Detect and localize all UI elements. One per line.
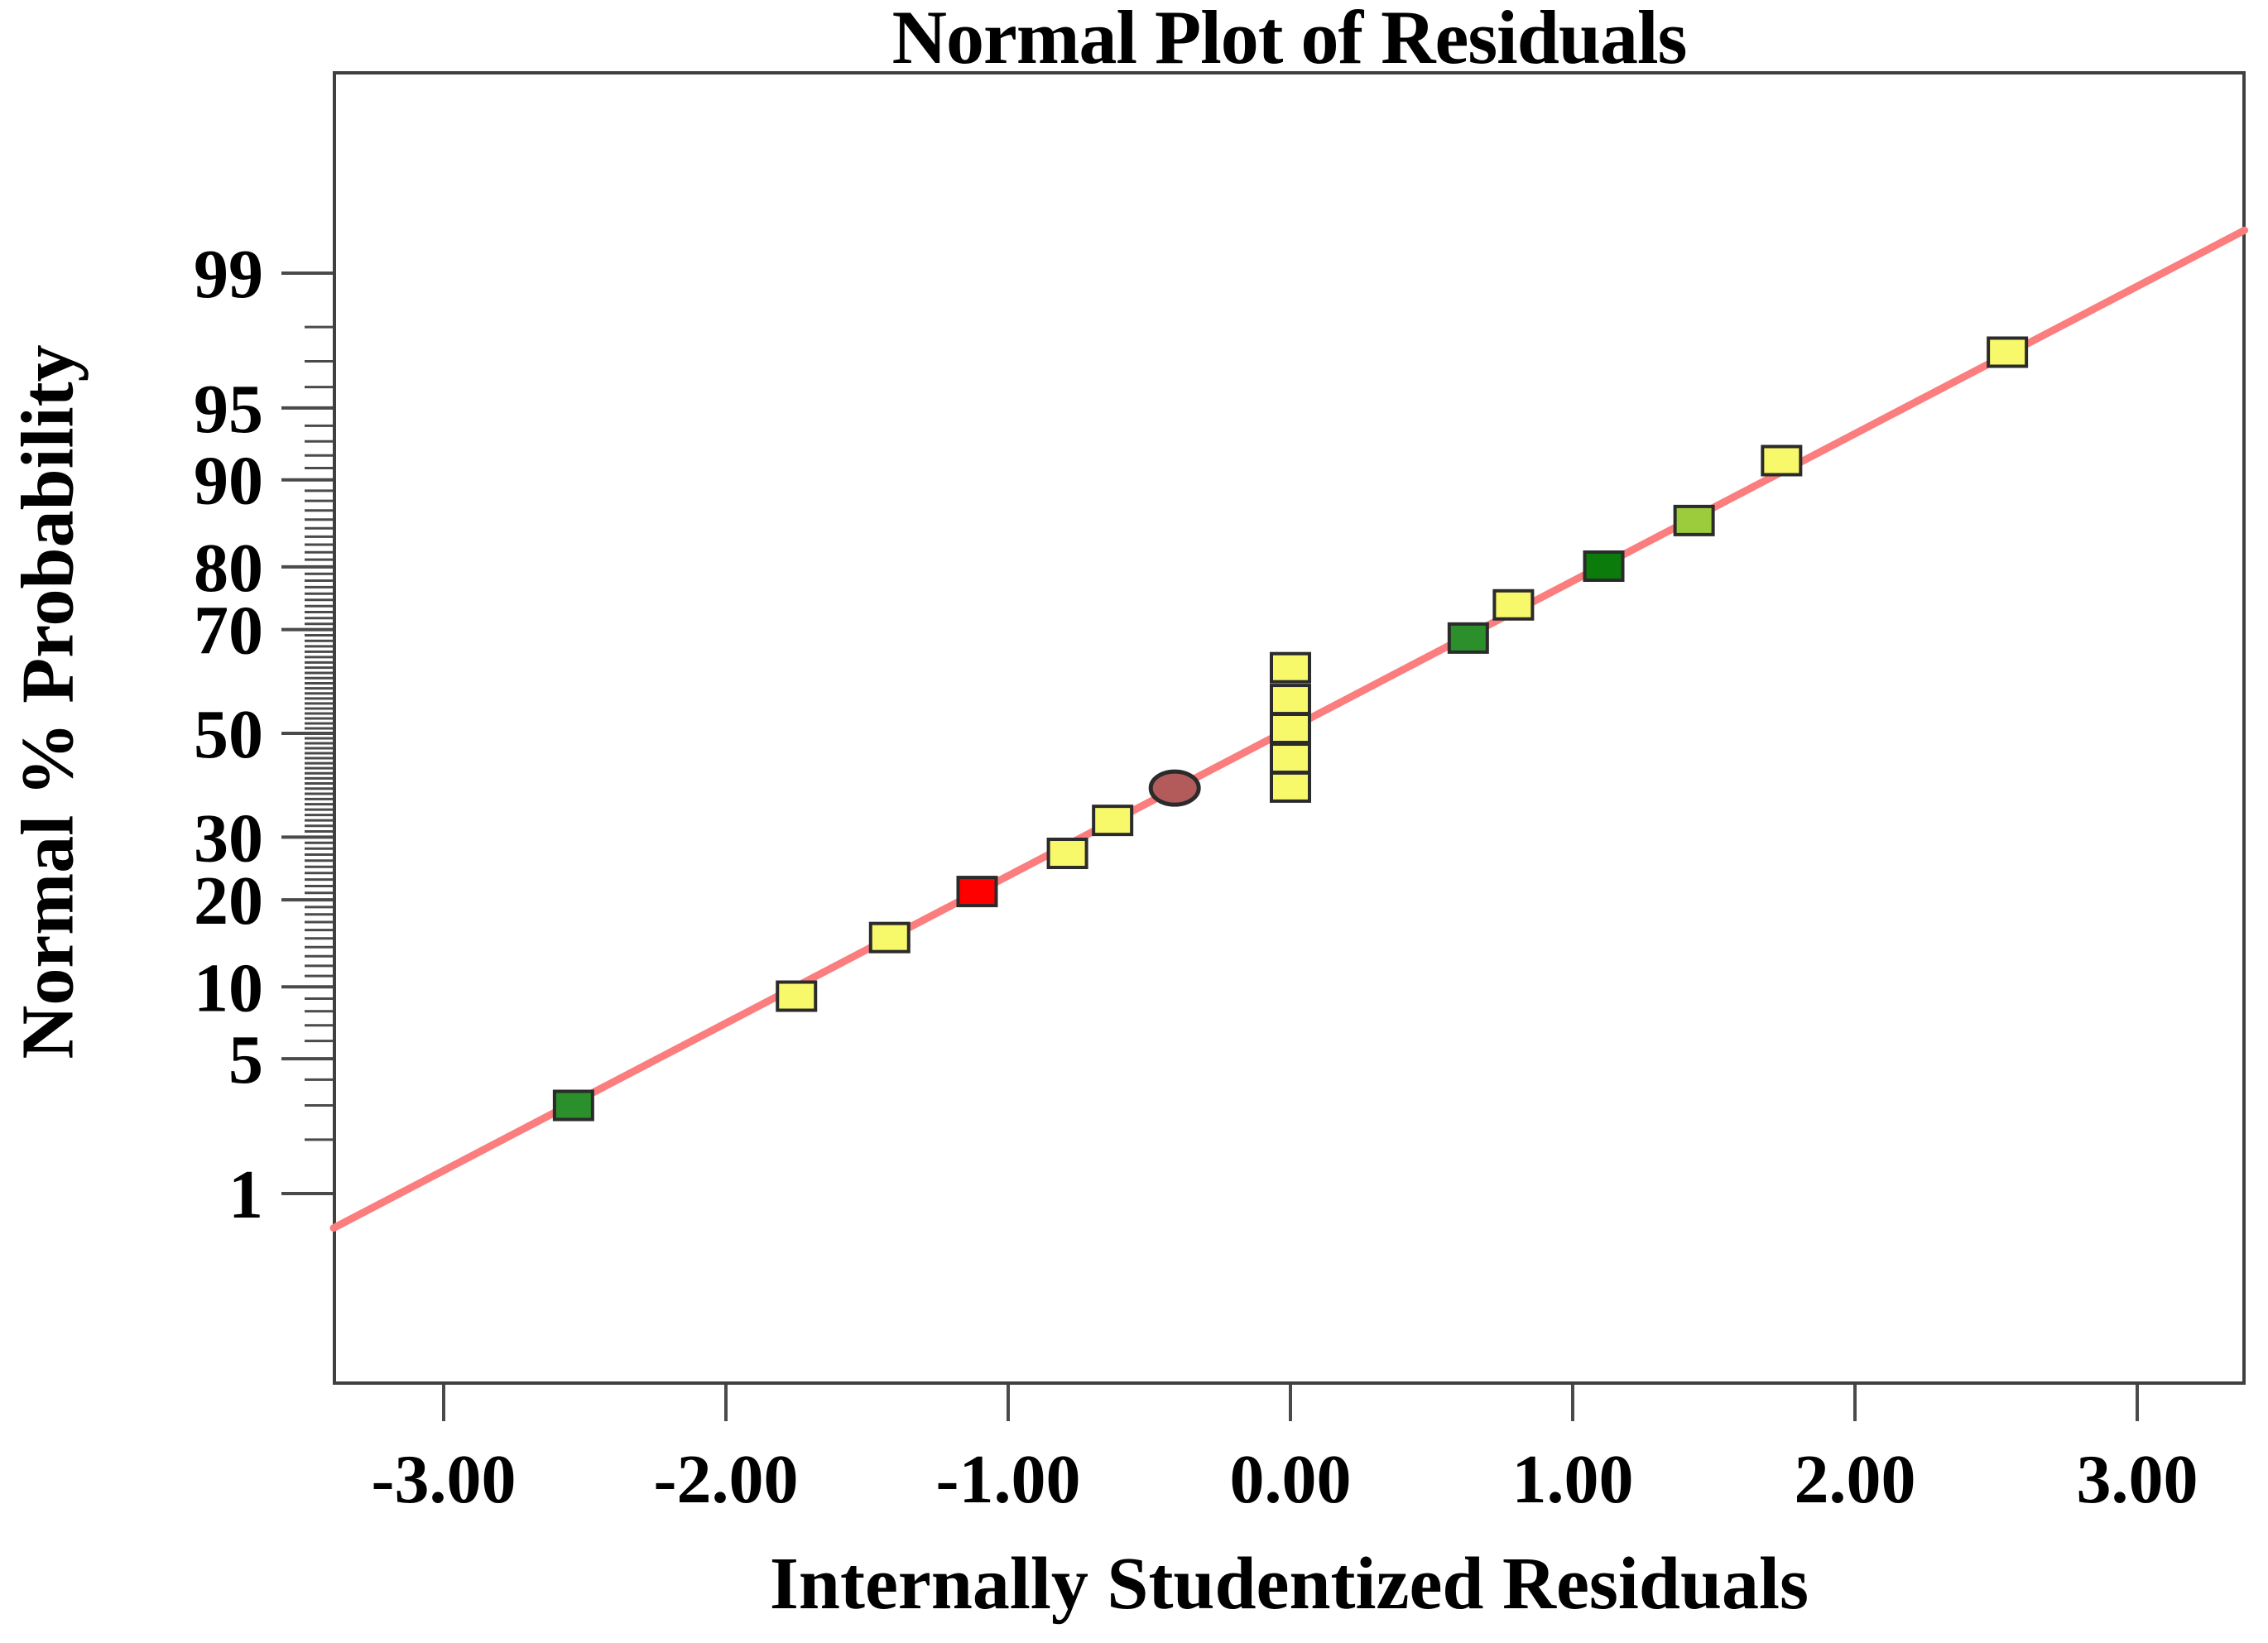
y-tick-label: 20 [194,862,263,939]
data-point-square[interactable] [956,876,998,908]
data-point-square[interactable] [1583,550,1625,582]
data-point-square[interactable] [1092,805,1134,837]
y-tick-label: 99 [194,236,263,313]
data-point-square[interactable] [1761,444,1803,477]
chart-title: Normal Plot of Residuals [891,0,1688,79]
data-point-square[interactable] [1270,651,1311,684]
y-tick-label: 1 [228,1156,263,1233]
y-tick-label: 30 [194,800,263,877]
data-point-square[interactable] [552,1089,594,1122]
y-tick-label: 5 [228,1021,263,1098]
x-axis-title: Internally Studentized Residuals [769,1543,1809,1625]
y-tick-label: 95 [194,371,263,448]
data-point-square[interactable] [776,980,818,1012]
data-point-square[interactable] [1270,771,1311,803]
data-point-square[interactable] [1270,684,1311,716]
y-tick-label: 10 [194,949,263,1026]
data-point-square[interactable] [868,921,911,954]
data-point-square[interactable] [1987,336,2029,368]
x-tick-label: 3.00 [2077,1441,2198,1518]
x-tick-label: -1.00 [936,1441,1081,1518]
y-tick-label: 70 [194,593,263,670]
x-tick-label: -3.00 [372,1441,517,1518]
data-point-square[interactable] [1270,713,1311,745]
data-point-square[interactable] [1492,589,1535,621]
data-point-square[interactable] [1447,622,1489,654]
x-tick-label: 0.00 [1230,1441,1352,1518]
y-tick-label: 50 [194,696,263,773]
data-point-square[interactable] [1270,742,1311,775]
data-point-square[interactable] [1046,838,1088,870]
data-point-square[interactable] [1673,504,1715,536]
y-tick-label: 80 [194,530,263,607]
data-point-ellipse[interactable] [1148,769,1201,807]
x-tick-label: 1.00 [1512,1441,1634,1518]
plot-border [333,71,2246,1385]
y-tick-label: 90 [194,443,263,520]
x-tick-label: 2.00 [1795,1441,1916,1518]
x-tick-label: -2.00 [654,1441,799,1518]
